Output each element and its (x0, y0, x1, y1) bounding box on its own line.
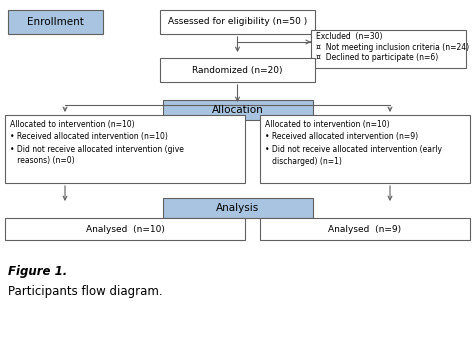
Text: Assessed for eligibility (n=50 ): Assessed for eligibility (n=50 ) (168, 17, 307, 26)
Text: Participants flow diagram.: Participants flow diagram. (8, 285, 163, 298)
Bar (163, 100, 313, 120)
Text: Figure 1.: Figure 1. (8, 265, 67, 278)
Bar (260, 115, 470, 183)
Text: discharged) (n=1): discharged) (n=1) (265, 157, 342, 166)
Text: Allocation: Allocation (212, 105, 264, 115)
Text: Enrollment: Enrollment (27, 17, 84, 27)
Bar (5, 115, 245, 183)
Text: • Received allocated intervention (n=9): • Received allocated intervention (n=9) (265, 132, 418, 141)
Bar (163, 198, 313, 218)
Bar (8, 10, 103, 34)
Bar (160, 58, 315, 82)
Text: ¤  Declined to participate (n=6): ¤ Declined to participate (n=6) (316, 52, 438, 62)
Bar (5, 218, 245, 240)
Text: • Did not receive allocated intervention (give: • Did not receive allocated intervention… (10, 145, 184, 153)
Bar (260, 218, 470, 240)
Text: reasons) (n=0): reasons) (n=0) (10, 157, 74, 166)
Text: Analysed  (n=10): Analysed (n=10) (86, 225, 164, 234)
Bar (311, 30, 466, 68)
Text: Analysis: Analysis (216, 203, 260, 213)
Text: • Received allocated intervention (n=10): • Received allocated intervention (n=10) (10, 132, 168, 141)
Bar (160, 10, 315, 34)
Text: Randomized (n=20): Randomized (n=20) (192, 66, 283, 74)
Text: • Did not receive allocated intervention (early: • Did not receive allocated intervention… (265, 145, 442, 153)
Text: Allocated to intervention (n=10): Allocated to intervention (n=10) (265, 120, 390, 130)
Text: Excluded  (n=30): Excluded (n=30) (316, 32, 383, 42)
Text: Allocated to intervention (n=10): Allocated to intervention (n=10) (10, 120, 135, 130)
Text: ¤  Not meeting inclusion criteria (n=24): ¤ Not meeting inclusion criteria (n=24) (316, 42, 469, 52)
Text: Analysed  (n=9): Analysed (n=9) (328, 225, 401, 234)
